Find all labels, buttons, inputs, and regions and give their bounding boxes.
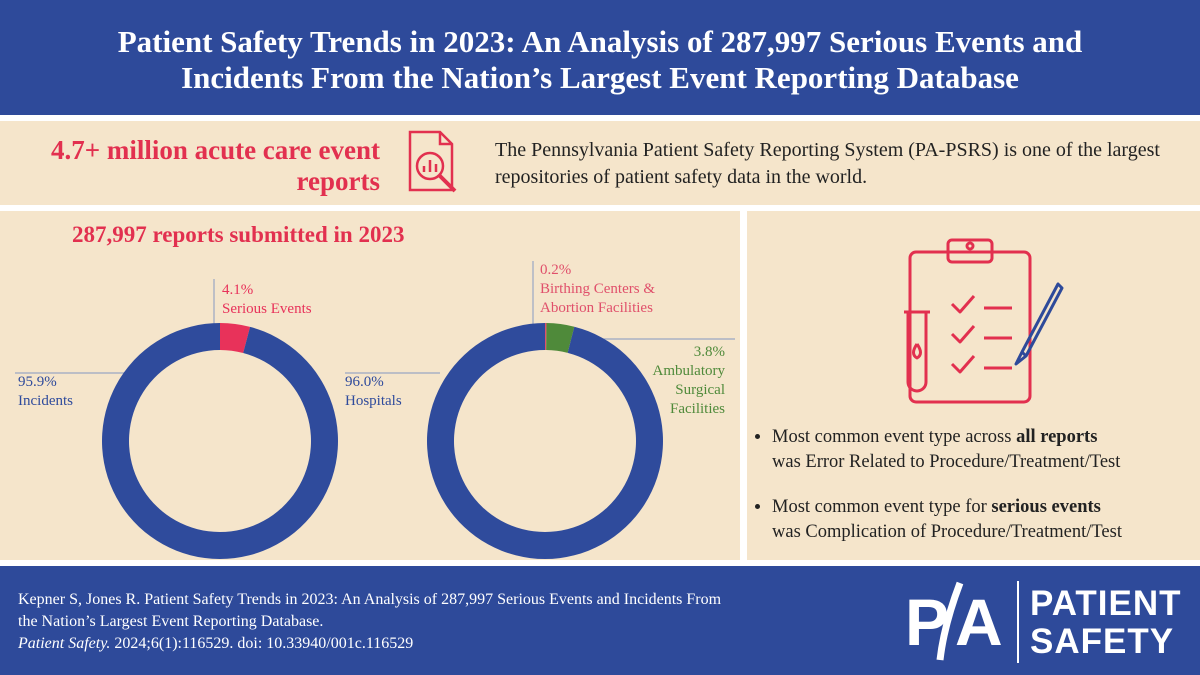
donut-segment: [220, 323, 251, 354]
citation-details: 2024;6(1):116529. doi: 10.33940/001c.116…: [114, 635, 414, 652]
intro-band: [0, 121, 1200, 205]
segment-label: 0.2% Birthing Centers & Abortion Faciliti…: [540, 261, 690, 318]
clipboard-icon: [904, 238, 1064, 404]
findings-list: Most common event type across all report…: [752, 425, 1200, 565]
segment-name: Birthing Centers & Abortion Facilities: [540, 281, 655, 316]
finding-text: was Error Related to Procedure/Treatment…: [772, 452, 1121, 472]
logo-word: SAFETY: [1030, 622, 1175, 661]
segment-label: 96.0% Hospitals: [345, 373, 445, 411]
logo-mark: [936, 581, 1019, 663]
findings-panel: [747, 211, 1200, 560]
donut-segment: [545, 323, 547, 351]
header-band: [0, 0, 1200, 115]
section-title: 287,997 reports submitted in 2023: [72, 222, 405, 247]
finding: Most common event type for serious event…: [772, 495, 1200, 545]
logo-letter: A: [955, 585, 1003, 659]
segment-label: 95.9% Incidents: [18, 373, 118, 411]
donut-segment: [546, 323, 575, 353]
segment-value: 3.8%: [693, 344, 725, 360]
finding-text: was Complication of Procedure/Treatment/…: [772, 522, 1122, 542]
citation: Kepner S, Jones R. Patient Safety Trends…: [18, 589, 738, 655]
finding-text: Most common event type for: [772, 497, 987, 517]
logo-word: PATIENT: [1030, 584, 1182, 623]
footer-band: [0, 566, 1200, 675]
report-icon: [408, 130, 457, 193]
finding: Most common event type across all report…: [772, 425, 1200, 475]
segment-label: 3.8% Ambulatory Surgical Facilities: [625, 343, 726, 419]
segment-value: 4.1%: [222, 282, 254, 298]
header-title: Patient Safety Trends in 2023: An Analys…: [117, 24, 1083, 95]
segment-value: 0.2%: [540, 262, 572, 278]
citation-text: Kepner S, Jones R. Patient Safety Trends…: [18, 591, 722, 630]
finding-emphasis: all reports: [1016, 427, 1098, 447]
finding-emphasis: serious events: [991, 497, 1101, 517]
segment-name: Serious Events: [222, 301, 312, 317]
segment-name: Incidents: [18, 393, 73, 409]
intro-stat: 4.7+ million acute care event reports: [50, 135, 380, 196]
donut-charts: [15, 261, 735, 559]
segment-value: 96.0%: [345, 374, 384, 390]
segment-value: 95.9%: [18, 374, 57, 390]
chart-labels: 4.1% Serious Events 95.9% Incidents 0.2% Birt…: [0, 211, 740, 560]
finding-text: Most common event type across: [772, 427, 1012, 447]
citation-journal: Patient Safety.: [18, 635, 111, 652]
segment-name: Ambulatory Surgical Facilities: [652, 363, 726, 417]
intro-description: The Pennsylvania Patient Safety Reportin…: [495, 139, 1160, 188]
segment-label: 4.1% Serious Events: [222, 281, 362, 319]
segment-name: Hospitals: [345, 393, 402, 409]
